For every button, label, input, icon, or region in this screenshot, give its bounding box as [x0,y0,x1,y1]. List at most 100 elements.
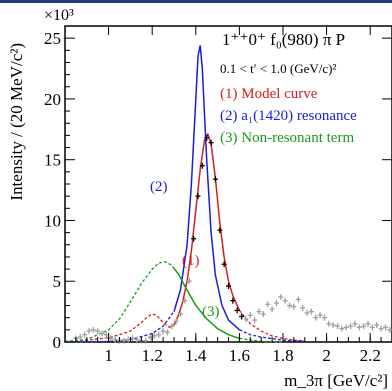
legend: 1⁺⁺0⁺ f₀(980) π P 0.1 < t′ < 1.0 (GeV/c)… [220,30,357,146]
x-tick-label: 2 [322,346,331,365]
curve-3-non-resonant-term-solid [173,267,240,340]
data-point [247,312,253,319]
curve-1-model-curve-dashed-right [238,309,305,342]
data-point [147,334,153,341]
data-point [191,235,197,242]
data-point [295,296,301,303]
data-point [291,303,297,310]
data-point [374,321,380,328]
curve-2-a-1420-resonance-dashed-right [239,329,305,343]
data-point [99,330,105,337]
data-point [199,162,205,169]
data-point [151,332,157,339]
data-point [300,304,306,311]
data-point [204,134,210,141]
legend-entry-non-resonant: (3) Non-resonant term [220,130,354,146]
data-point [212,176,218,183]
data-point [326,320,332,327]
data-point [317,312,323,319]
data-point [82,331,88,338]
data-point [221,261,227,268]
data-point [86,328,92,335]
data-point [134,336,140,343]
data-point [182,297,188,304]
data-point [308,308,314,315]
data-point [90,326,96,333]
data-point [125,336,131,343]
x-tick-label: 2.2 [360,346,381,365]
data-point [173,318,179,325]
data-point [387,326,392,333]
data-point [252,317,258,324]
legend-entry-a1-resonance: (2) a₁(1420) resonance [220,108,357,124]
data-points-layer [73,134,392,344]
data-point [356,324,362,331]
data-point [243,315,249,322]
data-point [130,335,136,342]
data-point [217,227,223,234]
data-point [348,323,354,330]
data-point [156,331,162,338]
data-point [330,321,336,328]
data-point [121,337,127,344]
data-point [269,306,275,313]
data-point [335,323,340,330]
data-point [160,328,166,335]
y-tick-label: 15 [44,151,61,170]
data-point [278,294,284,301]
data-point [287,302,293,309]
data-point [339,325,345,332]
curve-label-3: (3) [202,304,220,320]
data-point [103,331,109,338]
x-tick-label: 1.4 [185,346,207,365]
x-tick-label: 1.8 [272,346,293,365]
legend-subheader: 0.1 < t′ < 1.0 (GeV/c)² [220,61,336,76]
data-point [343,324,349,331]
data-point [195,193,201,200]
data-point [352,320,358,327]
top-border-bar [0,0,392,3]
legend-header: 1⁺⁺0⁺ f₀(980) π P [222,30,345,49]
data-point [260,311,266,318]
data-point [169,323,175,330]
y-tick-label: 10 [44,211,61,230]
data-point [239,313,245,320]
curve-3-non-resonant-term-dashed-left [64,261,175,343]
x-tick-label: 1.6 [229,346,250,365]
data-point [365,320,371,327]
y-tick-label: 25 [44,29,61,48]
data-point [369,324,375,331]
axis-ticks-layer [64,25,392,343]
y-tick-label: 0 [53,333,62,352]
data-point [143,337,149,344]
data-point [282,297,288,304]
data-point [95,328,101,335]
data-point [77,334,83,341]
data-point [230,297,236,304]
data-point [378,325,384,332]
data-point [186,278,192,285]
x-axis-title: m_3π [GeV/c²] [284,371,388,390]
y-axis-title: Intensity / (20 MeV/c²) [7,43,26,201]
data-point [112,336,118,343]
data-point [226,283,231,290]
curve-1-model-curve-dashed-left [64,313,175,343]
data-point [234,307,240,314]
data-point [178,311,184,318]
y-tick-label: 5 [53,272,62,291]
data-point [382,324,388,331]
data-point [304,309,310,316]
y-tick-label: 20 [44,90,61,109]
data-point [265,301,271,308]
data-point [313,314,319,321]
x-tick-label: 1 [104,346,113,365]
data-point [208,139,214,146]
curve-label-2: (2) [150,179,168,195]
data-point [321,314,327,321]
data-point [273,300,279,307]
data-point [164,329,170,336]
tick-labels-layer: 1 1.2 1.4 1.6 1.8 2 2.2 0 5 10 15 20 25 [44,29,381,365]
data-point [256,308,262,315]
